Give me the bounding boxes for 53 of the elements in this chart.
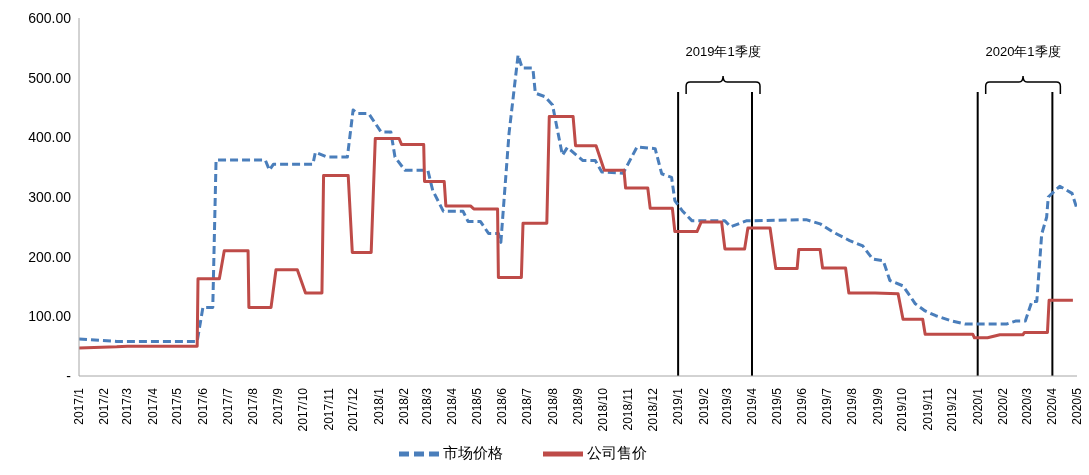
y-tick-label: 100.00 — [28, 308, 72, 325]
x-tick-label: 2017/8 — [245, 387, 260, 425]
y-tick-label: 200.00 — [28, 248, 72, 265]
x-tick-label: 2017/4 — [145, 387, 160, 425]
x-tick-label: 2017/9 — [271, 387, 286, 425]
x-tick-label: 2019/9 — [870, 387, 885, 425]
x-tick-label: 2020/4 — [1045, 387, 1060, 425]
x-tick-label: 2017/10 — [296, 387, 311, 432]
x-tick-label: 2018/3 — [419, 387, 434, 425]
line-series — [79, 114, 1075, 350]
x-tick-label: 2019/2 — [696, 387, 711, 425]
x-tick-label: 2019/3 — [719, 387, 734, 425]
x-tick-label: 2018/11 — [621, 387, 636, 431]
y-tick-label: 600.00 — [28, 9, 72, 26]
x-tick-label: 2019/4 — [744, 387, 759, 425]
y-tick-label: 500.00 — [28, 69, 72, 86]
x-tick-label: 2019/1 — [671, 387, 686, 425]
y-tick-label: - — [66, 367, 72, 384]
y-tick-label: 300.00 — [28, 188, 72, 205]
x-tick-label: 2018/10 — [595, 387, 610, 432]
x-tick-label: 2017/11 — [321, 387, 336, 431]
x-tick-label: 2019/6 — [795, 387, 810, 425]
x-tick-label: 2018/2 — [397, 387, 412, 425]
legend-label: 公司售价 — [586, 443, 647, 461]
x-tick-label: 2017/6 — [195, 387, 210, 425]
x-tick-label: 2020/2 — [996, 387, 1011, 425]
x-tick-label: 2017/2 — [97, 387, 112, 425]
x-tick-label: 2020/3 — [1019, 387, 1034, 425]
x-tick-label: 2018/4 — [445, 387, 460, 425]
x-tick-label: 2018/9 — [571, 387, 585, 425]
x-tick-label: 2018/8 — [545, 387, 560, 425]
x-tick-label: 2017/1 — [72, 387, 86, 425]
x-tick-label: 2018/6 — [495, 387, 510, 425]
x-tick-label: 2019/5 — [769, 387, 784, 425]
x-tick-label: 2018/7 — [520, 387, 535, 425]
x-tick-label: 2019/7 — [819, 387, 834, 425]
x-tick-label: 2018/12 — [645, 387, 660, 432]
x-tick-label: 2017/5 — [170, 387, 185, 425]
annotation: 2019年1季度 — [685, 44, 761, 59]
x-tick-label: 2019/12 — [945, 387, 960, 432]
x-tick-label: 2017/7 — [220, 387, 235, 425]
annotation: 2020年1季度 — [985, 44, 1061, 59]
x-tick-label: 2019/10 — [895, 387, 910, 432]
legend-label: 市场价格 — [442, 443, 503, 461]
x-tick-label: 2019/8 — [845, 387, 860, 425]
x-tick-label: 2017/12 — [346, 387, 361, 432]
x-tick-label: 2020/5 — [1070, 387, 1084, 425]
x-tick-label: 2018/5 — [470, 387, 485, 425]
x-tick-label: 2019/11 — [920, 387, 935, 431]
x-tick-label: 2017/3 — [120, 387, 135, 425]
x-tick-label: 2020/1 — [970, 387, 985, 425]
y-tick-label: 400.00 — [28, 129, 72, 146]
x-tick-label: 2018/1 — [371, 387, 386, 425]
